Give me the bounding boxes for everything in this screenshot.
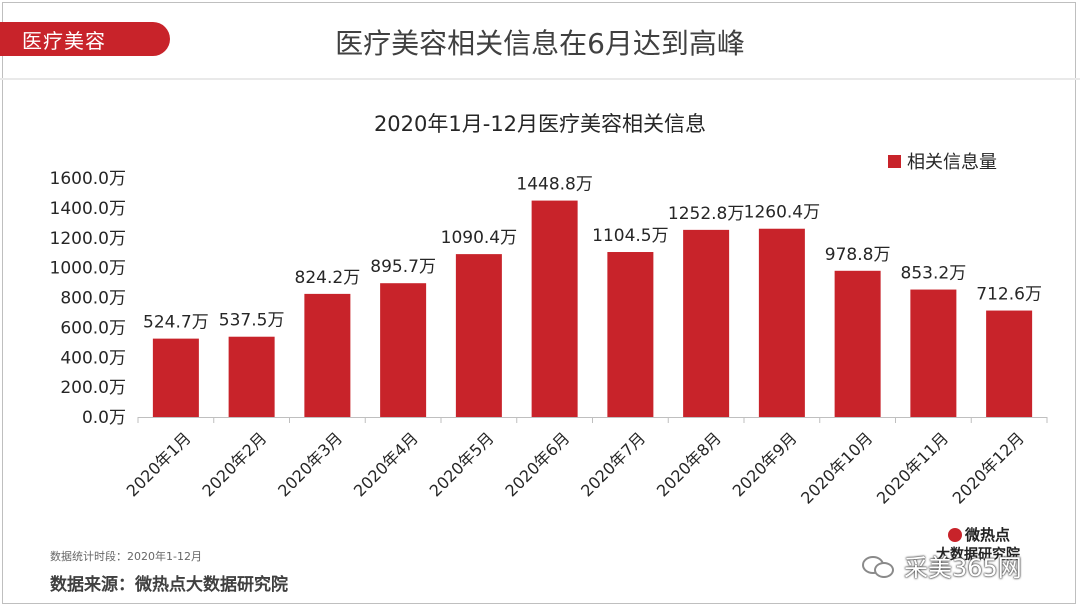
x-tick-label-9: 2020年9月 xyxy=(729,428,801,500)
section-tag-label: 医疗美容 xyxy=(22,28,106,53)
x-tick-label-2: 2020年2月 xyxy=(198,428,270,500)
x-tick-label-12: 2020年12月 xyxy=(949,428,1028,507)
watermark-site: 采美365网 xyxy=(862,548,1022,583)
chart-legend: 相关信息量 xyxy=(888,148,997,174)
bar-11 xyxy=(910,289,957,417)
x-tick-label-6: 2020年6月 xyxy=(501,428,573,500)
x-tick-label-10: 2020年10月 xyxy=(797,428,876,507)
data-label-8: 1252.8万 xyxy=(668,204,744,224)
bar-5 xyxy=(455,254,502,417)
data-period-note: 数据统计时段：2020年1-12月 xyxy=(50,550,202,563)
x-tick-label-5: 2020年5月 xyxy=(426,428,498,500)
bar-4 xyxy=(380,283,427,417)
x-tick-label-11: 2020年11月 xyxy=(873,428,952,507)
chart-title: 2020年1月-12月医疗美容相关信息 xyxy=(373,112,707,136)
x-tick-label-3: 2020年3月 xyxy=(274,428,346,500)
bar-8 xyxy=(683,229,730,417)
data-label-6: 1448.8万 xyxy=(516,175,592,195)
section-tag: 医疗美容 xyxy=(0,22,170,56)
data-label-4: 895.7万 xyxy=(370,257,436,277)
bar-6 xyxy=(531,200,578,417)
bar-3 xyxy=(304,293,351,417)
y-tick-label: 1600.0万 xyxy=(50,169,126,189)
bar-9 xyxy=(758,228,805,417)
data-label-5: 1090.4万 xyxy=(441,228,517,248)
data-label-11: 853.2万 xyxy=(901,264,967,284)
y-tick-label: 200.0万 xyxy=(60,378,126,398)
legend-label: 相关信息量 xyxy=(907,152,997,173)
wechat-icon xyxy=(862,554,896,578)
bar-7 xyxy=(607,252,654,417)
legend-swatch xyxy=(888,154,901,168)
y-tick-label: 0.0万 xyxy=(82,408,126,428)
x-tick-label-4: 2020年4月 xyxy=(350,428,422,500)
page-title: 医疗美容相关信息在6月达到高峰 xyxy=(335,27,745,60)
watermark-brand-sub: 大数据研究院 xyxy=(936,547,1020,563)
data-label-1: 524.7万 xyxy=(143,313,209,333)
data-label-10: 978.8万 xyxy=(825,245,891,265)
data-label-3: 824.2万 xyxy=(295,268,361,288)
data-label-12: 712.6万 xyxy=(976,285,1042,305)
header-divider xyxy=(0,78,1080,80)
watermark-brand-label: 微热点 xyxy=(965,526,1011,544)
data-source: 数据来源：微热点大数据研究院 xyxy=(50,575,288,595)
bar-2 xyxy=(228,336,275,417)
x-tick-label-7: 2020年7月 xyxy=(577,428,649,500)
y-tick-label: 1200.0万 xyxy=(50,229,126,249)
data-label-2: 537.5万 xyxy=(219,311,285,331)
watermark-site-label: 采美365网 xyxy=(904,554,1022,582)
data-label-7: 1104.5万 xyxy=(592,226,668,246)
x-tick-label-1: 2020年1月 xyxy=(123,428,195,500)
bar-12 xyxy=(986,310,1033,417)
data-label-9: 1260.4万 xyxy=(744,203,820,223)
y-tick-label: 1000.0万 xyxy=(50,259,126,279)
y-tick-label: 1400.0万 xyxy=(50,199,126,219)
y-tick-label: 400.0万 xyxy=(60,348,126,368)
x-tick-label-8: 2020年8月 xyxy=(653,428,725,500)
weibo-logo-icon xyxy=(948,527,962,542)
bar-1 xyxy=(152,338,199,417)
y-tick-label: 600.0万 xyxy=(60,318,126,338)
bar-10 xyxy=(834,270,881,417)
watermark-brand: 微热点 xyxy=(948,524,1010,545)
y-tick-label: 800.0万 xyxy=(60,289,126,309)
